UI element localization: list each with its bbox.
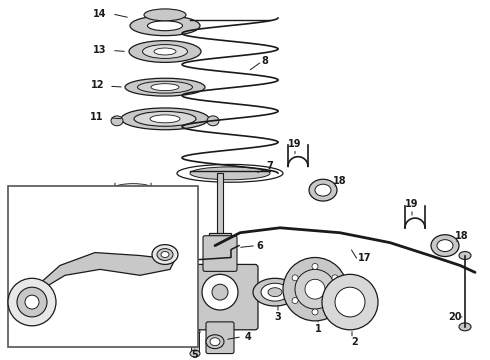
Text: 18: 18 <box>455 231 469 241</box>
FancyBboxPatch shape <box>203 236 237 271</box>
Text: 14: 14 <box>93 9 107 19</box>
Ellipse shape <box>111 116 123 126</box>
Ellipse shape <box>115 217 151 225</box>
Circle shape <box>305 279 325 299</box>
Ellipse shape <box>112 243 154 250</box>
Circle shape <box>212 284 228 300</box>
Bar <box>120 277 146 293</box>
Text: 16: 16 <box>178 240 192 251</box>
Bar <box>209 233 231 307</box>
Ellipse shape <box>152 245 178 265</box>
Ellipse shape <box>115 251 151 258</box>
Text: 13: 13 <box>93 45 107 54</box>
Text: 8: 8 <box>262 57 269 66</box>
Bar <box>191 332 199 354</box>
FancyBboxPatch shape <box>182 265 258 330</box>
Circle shape <box>8 278 56 326</box>
Text: 1: 1 <box>315 324 321 334</box>
Circle shape <box>332 298 338 303</box>
Ellipse shape <box>115 201 151 208</box>
Ellipse shape <box>261 283 289 301</box>
Text: 2: 2 <box>352 337 358 347</box>
Text: 16: 16 <box>55 322 69 332</box>
Ellipse shape <box>207 116 219 126</box>
Ellipse shape <box>190 350 200 357</box>
Ellipse shape <box>268 288 282 297</box>
Ellipse shape <box>112 226 154 233</box>
Ellipse shape <box>190 167 270 180</box>
Text: 4: 4 <box>245 332 251 342</box>
Ellipse shape <box>151 84 179 91</box>
Ellipse shape <box>437 240 453 252</box>
Text: 6: 6 <box>257 240 264 251</box>
Ellipse shape <box>129 41 201 62</box>
Ellipse shape <box>459 323 471 331</box>
Circle shape <box>332 275 338 281</box>
Ellipse shape <box>253 278 297 306</box>
Ellipse shape <box>112 192 154 200</box>
Ellipse shape <box>154 48 176 55</box>
Text: 7: 7 <box>267 161 273 171</box>
Circle shape <box>312 264 318 269</box>
Circle shape <box>312 309 318 315</box>
Text: 10: 10 <box>88 218 102 228</box>
Ellipse shape <box>115 184 151 191</box>
Text: 19: 19 <box>288 139 302 149</box>
Text: 20: 20 <box>448 312 462 322</box>
Ellipse shape <box>144 9 186 21</box>
Text: 15: 15 <box>98 189 112 199</box>
Ellipse shape <box>431 235 459 257</box>
Ellipse shape <box>125 78 205 96</box>
Circle shape <box>295 269 335 309</box>
Ellipse shape <box>112 260 154 267</box>
Circle shape <box>292 275 298 281</box>
Circle shape <box>283 257 347 321</box>
Ellipse shape <box>161 252 169 257</box>
Text: 3: 3 <box>274 312 281 322</box>
Ellipse shape <box>190 328 200 335</box>
Circle shape <box>322 274 378 330</box>
Ellipse shape <box>210 338 220 346</box>
Ellipse shape <box>157 249 173 261</box>
Ellipse shape <box>143 45 188 58</box>
Ellipse shape <box>112 209 154 216</box>
Ellipse shape <box>315 184 331 196</box>
Text: 18: 18 <box>333 176 347 186</box>
Bar <box>217 173 223 307</box>
Polygon shape <box>28 253 175 299</box>
Circle shape <box>17 287 47 317</box>
Text: 12: 12 <box>91 80 105 90</box>
Ellipse shape <box>120 289 146 297</box>
Ellipse shape <box>121 108 209 130</box>
Ellipse shape <box>120 273 146 281</box>
Ellipse shape <box>309 179 337 201</box>
Ellipse shape <box>134 111 196 126</box>
Circle shape <box>202 274 238 310</box>
Ellipse shape <box>206 335 224 348</box>
Text: 9: 9 <box>92 277 98 287</box>
Circle shape <box>335 287 365 317</box>
Ellipse shape <box>130 16 200 36</box>
FancyBboxPatch shape <box>206 322 234 354</box>
Ellipse shape <box>115 234 151 242</box>
Ellipse shape <box>138 81 193 93</box>
Text: 17: 17 <box>358 252 372 262</box>
Text: 5: 5 <box>192 350 198 360</box>
Ellipse shape <box>150 115 180 123</box>
Circle shape <box>292 298 298 303</box>
Text: 19: 19 <box>405 199 419 209</box>
Circle shape <box>25 295 39 309</box>
Bar <box>8 186 198 347</box>
Ellipse shape <box>147 21 182 31</box>
Ellipse shape <box>459 252 471 260</box>
Text: 11: 11 <box>90 112 104 122</box>
